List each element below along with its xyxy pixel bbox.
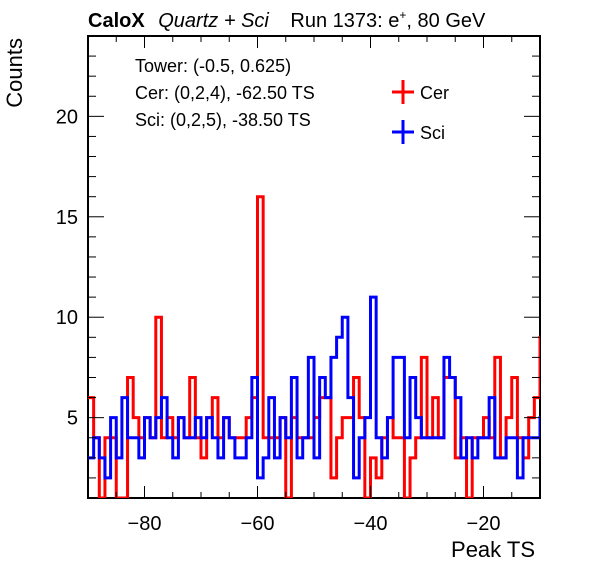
run-charge: + xyxy=(399,8,406,22)
axes-layer: −80 −60 −40 −20 5 10 15 20 xyxy=(56,35,541,535)
histogram-layer xyxy=(88,195,540,498)
info-cer: Cer: (0,2,4), -62.50 TS xyxy=(135,83,315,103)
legend-entry-sci: Sci xyxy=(392,120,445,144)
y-tick-label: 5 xyxy=(67,408,78,430)
info-box: Tower: (-0.5, 0.625) Cer: (0,2,4), -62.5… xyxy=(135,56,315,130)
info-tower: Tower: (-0.5, 0.625) xyxy=(135,56,291,76)
y-tick-label: 20 xyxy=(56,106,78,128)
run-label: Run 1373: e xyxy=(290,10,399,32)
series-sci-histogram xyxy=(88,295,540,480)
legend-entry-cer: Cer xyxy=(392,80,449,104)
info-sci: Sci: (0,2,5), -38.50 TS xyxy=(135,110,311,130)
x-tick-label: −80 xyxy=(128,513,162,535)
legend-label-sci: Sci xyxy=(420,123,445,143)
x-tick-label: −60 xyxy=(241,513,275,535)
legend: Cer Sci xyxy=(392,80,449,144)
x-tick-label: −40 xyxy=(354,513,388,535)
experiment-name: CaloX xyxy=(88,10,145,32)
y-axis-title: Counts xyxy=(2,38,27,108)
x-axis-title: Peak TS xyxy=(451,537,535,562)
chart-header: CaloX Quartz + Sci Run 1373: e+, 80 GeV xyxy=(88,8,486,32)
legend-label-cer: Cer xyxy=(420,83,449,103)
y-tick-label: 15 xyxy=(56,207,78,229)
y-tick-label: 10 xyxy=(56,307,78,329)
config-label: Quartz + Sci xyxy=(158,10,269,32)
run-energy: , 80 GeV xyxy=(406,10,486,32)
x-tick-label: −20 xyxy=(467,513,501,535)
